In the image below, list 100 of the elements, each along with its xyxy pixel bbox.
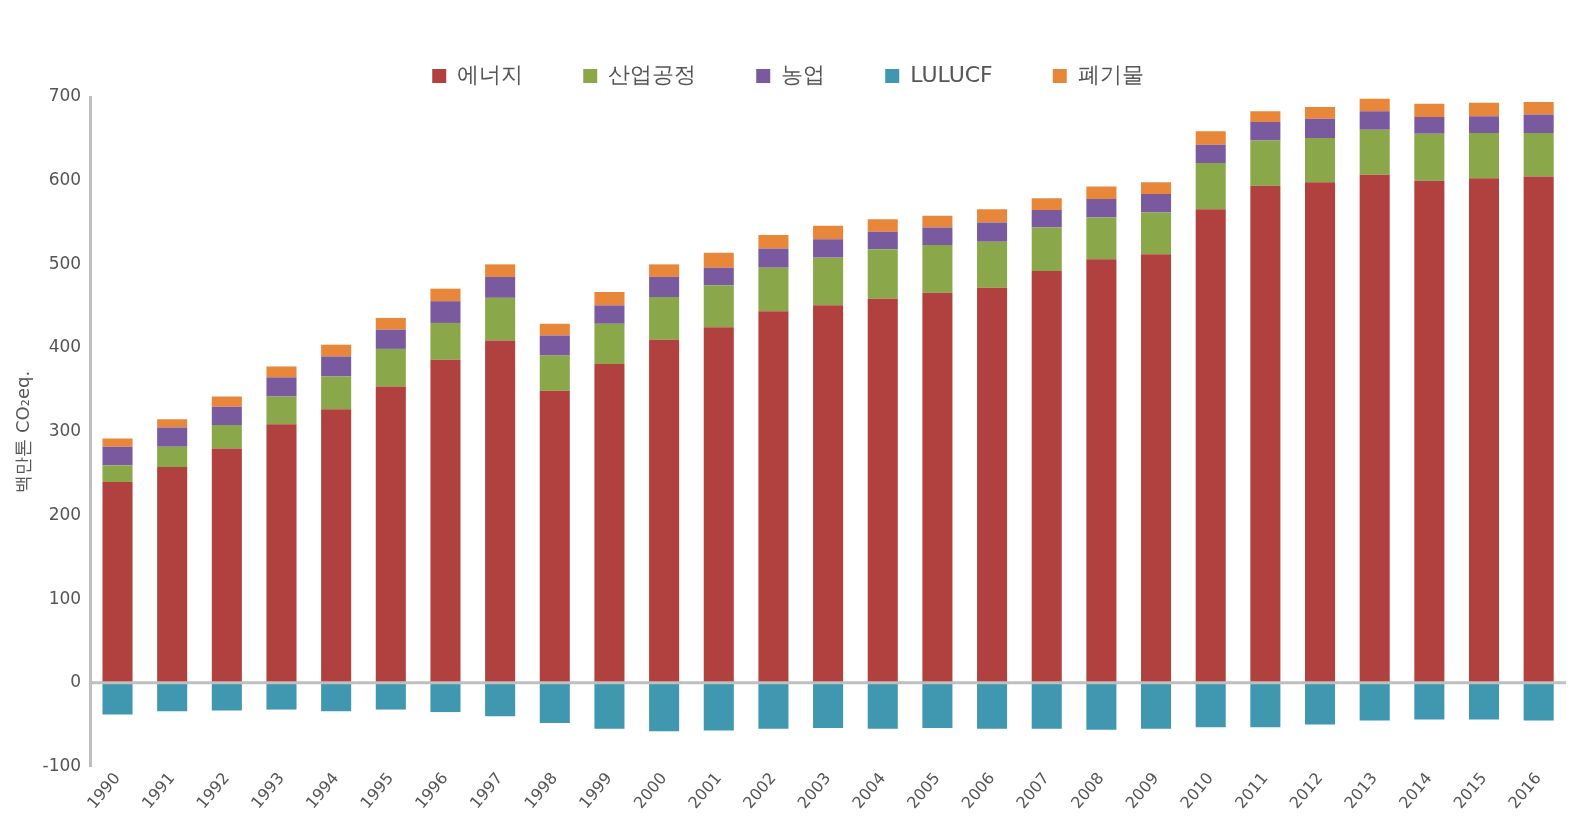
bar (211, 406, 242, 426)
bar (1086, 199, 1117, 218)
bar (1305, 107, 1336, 119)
bar (1523, 682, 1554, 721)
bar (1250, 185, 1281, 683)
bar (157, 446, 188, 467)
bar (102, 446, 133, 466)
bar (211, 396, 242, 407)
bar (758, 248, 789, 268)
bar (1359, 111, 1390, 130)
bar (430, 359, 461, 683)
bar (539, 355, 570, 391)
bar (977, 241, 1008, 288)
bar (1141, 182, 1172, 195)
bar (1523, 102, 1554, 115)
bar (813, 225, 844, 240)
bar (867, 298, 898, 683)
bar (1414, 103, 1445, 118)
bar (1523, 176, 1554, 683)
bar (1359, 174, 1390, 683)
bar (1468, 116, 1500, 133)
bar (485, 276, 516, 298)
bar (266, 396, 297, 425)
bar (157, 682, 188, 712)
y-tick-label: 100 (48, 587, 82, 608)
bar (1359, 98, 1390, 112)
bar (1468, 132, 1500, 179)
y-tick-label: -100 (42, 754, 82, 775)
y-tick-label: 700 (48, 85, 82, 106)
bar (539, 335, 570, 356)
bar (102, 438, 133, 447)
bar (321, 682, 352, 712)
bar (321, 376, 352, 410)
bar (867, 682, 898, 729)
bar (1305, 138, 1336, 183)
bar (157, 419, 188, 428)
bar (211, 682, 242, 711)
bar (1414, 133, 1445, 181)
bar (758, 235, 789, 249)
bar (430, 682, 461, 713)
bar (867, 231, 898, 250)
bar (375, 682, 406, 710)
bar (867, 219, 898, 232)
bar (758, 311, 789, 683)
bar (1141, 254, 1172, 683)
bar (1141, 682, 1172, 729)
bar (485, 340, 516, 683)
bar (594, 305, 625, 324)
bar (1250, 682, 1281, 728)
legend-label: 폐기물 (1077, 61, 1144, 87)
y-tick-label: 600 (48, 169, 82, 190)
bar (1523, 132, 1554, 177)
y-tick-label: 300 (48, 420, 82, 441)
bar (211, 425, 242, 449)
bar (1523, 114, 1554, 133)
y-tick-label: 0 (70, 671, 82, 692)
legend-label: 농업 (781, 61, 826, 87)
bar (813, 257, 844, 306)
bar (430, 288, 461, 302)
bar (1031, 682, 1062, 729)
bar (321, 356, 352, 377)
y-tick-label: 500 (48, 252, 82, 273)
bar (703, 267, 734, 286)
bar (1141, 212, 1172, 255)
bar (813, 682, 844, 728)
bar (922, 682, 953, 728)
bar (539, 323, 570, 336)
bar (375, 317, 406, 330)
bar (703, 327, 734, 683)
bar (703, 252, 734, 268)
bar (813, 305, 844, 683)
bar (321, 344, 352, 357)
bar (485, 297, 516, 341)
bar (649, 339, 680, 683)
bar (375, 329, 406, 349)
bar (1468, 682, 1500, 720)
bar (1195, 131, 1226, 145)
bar (1195, 209, 1226, 683)
bar (1141, 194, 1172, 213)
bar (867, 249, 898, 299)
bar (1031, 271, 1062, 683)
bar (485, 264, 516, 277)
bar (102, 465, 133, 482)
bar (1468, 102, 1500, 117)
bar (922, 215, 953, 228)
bar (1250, 122, 1281, 141)
bar (430, 301, 461, 323)
bar (649, 682, 680, 732)
bar (102, 682, 133, 715)
bar (430, 322, 461, 360)
bar (266, 366, 297, 378)
bar (922, 227, 953, 246)
bar (157, 427, 188, 447)
y-tick-label: 200 (48, 503, 82, 524)
bar (977, 209, 1008, 223)
bar (1468, 178, 1500, 683)
bar (1086, 186, 1117, 200)
bar (1086, 682, 1117, 730)
bar (977, 682, 1008, 729)
bar (977, 222, 1008, 242)
